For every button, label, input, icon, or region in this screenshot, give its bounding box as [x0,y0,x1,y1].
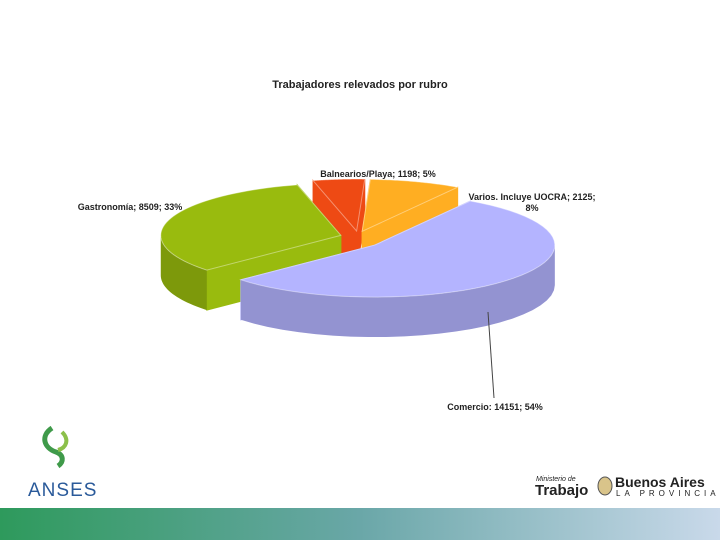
data-label: Varios. Incluye UOCRA; 2125; 8% [468,192,596,213]
anses-icon [42,425,69,469]
slice-side [240,245,555,338]
data-label: Comercio: 14151; 54% [447,402,543,412]
leader-line [487,311,495,399]
slice [312,178,366,233]
slice-shade [240,245,555,338]
footer-band [0,508,720,540]
province-logo: Buenos Aires [615,474,705,490]
slice [238,200,556,298]
slice [160,184,342,271]
province-sub: LA PROVINCIA [616,489,720,498]
ministry-logo: Trabajo [535,482,589,499]
province-shield [597,476,613,496]
data-label: Gastronomía; 8509; 33% [77,202,183,212]
slice-shade [160,235,207,311]
slice-side [160,235,207,311]
data-label: Balnearios/Playa; 1198; 5% [320,169,436,179]
ministry-label: Ministerio de [536,476,576,483]
chart-title: Trabajadores relevados por rubro [272,79,448,91]
anses-logo: ANSES [28,480,98,501]
slice [361,178,460,233]
